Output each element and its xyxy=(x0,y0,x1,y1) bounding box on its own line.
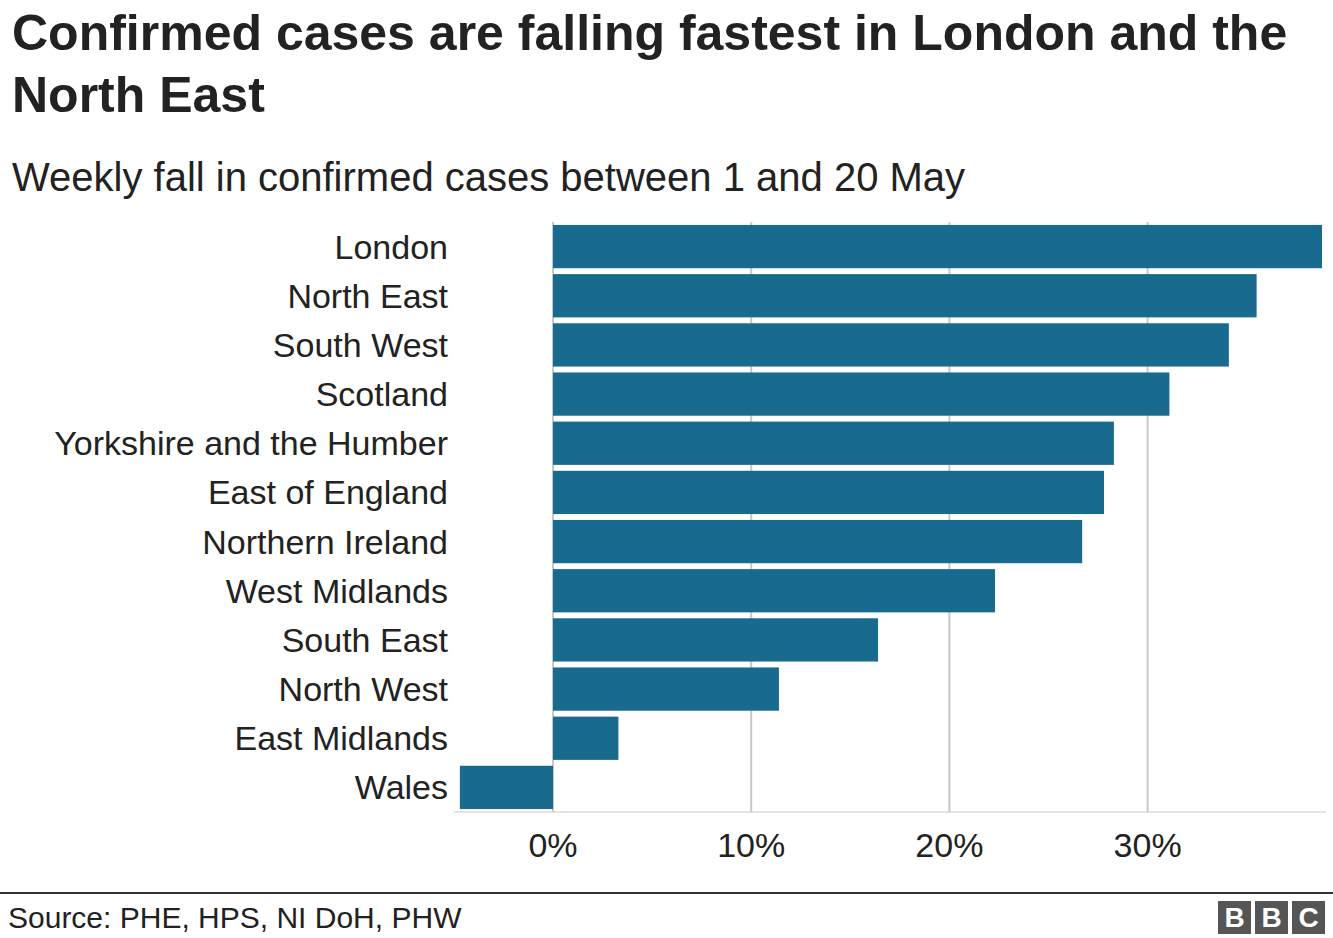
category-label: London xyxy=(335,228,448,266)
category-label: Scotland xyxy=(316,375,448,413)
tick-label: 0% xyxy=(528,826,577,864)
bar xyxy=(553,667,779,710)
bar xyxy=(553,274,1257,317)
category-label: Yorkshire and the Humber xyxy=(54,424,448,462)
category-label: South West xyxy=(273,326,449,364)
category-label: Wales xyxy=(355,768,448,806)
logo-letter: B xyxy=(1218,901,1251,934)
tick-label: 10% xyxy=(717,826,785,864)
source: Source: PHE, HPS, NI DoH, PHW xyxy=(8,900,461,936)
category-label: East Midlands xyxy=(234,719,448,757)
bar xyxy=(553,618,878,661)
logo-letter: C xyxy=(1292,901,1325,934)
x-axis-line xyxy=(454,812,1326,813)
title: Confirmed cases are falling fastest in L… xyxy=(12,2,1322,126)
bar xyxy=(553,225,1322,268)
category-label: West Midlands xyxy=(226,572,448,610)
chart: London North East South West Scotland Yorksh… xyxy=(0,0,1333,938)
bar xyxy=(553,569,995,612)
bar xyxy=(553,372,1169,415)
bar xyxy=(553,471,1104,514)
logo: BBC xyxy=(1218,901,1325,934)
bar xyxy=(553,717,618,760)
bar xyxy=(553,422,1114,465)
category-label: East of England xyxy=(208,473,448,511)
bars xyxy=(460,225,1322,809)
logo-letter: B xyxy=(1255,901,1288,934)
category-label: North East xyxy=(287,277,448,315)
tick-label: 30% xyxy=(1114,826,1182,864)
category-label: South East xyxy=(282,621,449,659)
tick-label: 20% xyxy=(915,826,983,864)
footer-rule xyxy=(0,892,1333,894)
category-label: Northern Ireland xyxy=(202,523,448,561)
subtitle: Weekly fall in confirmed cases between 1… xyxy=(12,152,965,202)
bar xyxy=(553,323,1229,366)
bar xyxy=(553,520,1082,563)
category-label: North West xyxy=(279,670,449,708)
bar xyxy=(460,766,553,809)
